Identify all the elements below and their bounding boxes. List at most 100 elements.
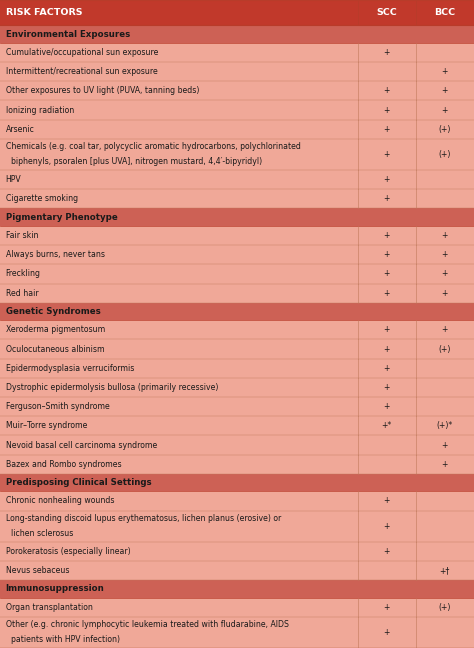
- Text: +: +: [383, 231, 390, 240]
- Text: +: +: [442, 325, 448, 334]
- Bar: [0, 561, 474, 580]
- Text: Ferguson–Smith syndrome: Ferguson–Smith syndrome: [6, 402, 109, 411]
- Text: Ionizing radiation: Ionizing radiation: [6, 106, 74, 115]
- Bar: [0, 43, 474, 62]
- Text: +: +: [383, 364, 390, 373]
- Text: +: +: [442, 231, 448, 240]
- Bar: [0, 511, 474, 542]
- Bar: [0, 358, 474, 378]
- Bar: [0, 226, 474, 245]
- Text: Other exposures to UV light (PUVA, tanning beds): Other exposures to UV light (PUVA, tanni…: [6, 86, 199, 95]
- Text: +: +: [442, 441, 448, 450]
- Text: Genetic Syndromes: Genetic Syndromes: [6, 307, 100, 316]
- Text: Nevus sebaceus: Nevus sebaceus: [6, 566, 69, 575]
- Bar: [0, 62, 474, 81]
- Text: +: +: [383, 325, 390, 334]
- Text: +*: +*: [382, 421, 392, 430]
- Text: BCC: BCC: [434, 8, 456, 17]
- Text: Organ transplantation: Organ transplantation: [6, 603, 92, 612]
- Text: patients with HPV infection): patients with HPV infection): [11, 636, 120, 644]
- Bar: [0, 320, 474, 340]
- Text: +†: +†: [440, 566, 450, 575]
- Text: +: +: [383, 288, 390, 297]
- Bar: [0, 170, 474, 189]
- Text: +: +: [442, 250, 448, 259]
- Text: (+)*: (+)*: [437, 421, 453, 430]
- Bar: [0, 139, 474, 170]
- Text: (+): (+): [438, 345, 451, 354]
- Text: +: +: [383, 106, 390, 115]
- Text: +: +: [383, 603, 390, 612]
- Text: +: +: [442, 459, 448, 469]
- Text: Chemicals (e.g. coal tar, polycyclic aromatic hydrocarbons, polychlorinated: Chemicals (e.g. coal tar, polycyclic aro…: [6, 143, 301, 152]
- Text: Fair skin: Fair skin: [6, 231, 38, 240]
- Bar: [0, 416, 474, 435]
- Bar: [0, 25, 474, 43]
- Text: lichen sclerosus: lichen sclerosus: [11, 529, 74, 538]
- Text: +: +: [383, 628, 390, 637]
- Text: Cumulative/occupational sun exposure: Cumulative/occupational sun exposure: [6, 48, 158, 57]
- Text: +: +: [383, 175, 390, 184]
- Text: Chronic nonhealing wounds: Chronic nonhealing wounds: [6, 496, 114, 505]
- Text: Porokeratosis (especially linear): Porokeratosis (especially linear): [6, 547, 130, 556]
- Bar: [0, 189, 474, 209]
- Text: Red hair: Red hair: [6, 288, 38, 297]
- Text: +: +: [383, 86, 390, 95]
- Bar: [0, 245, 474, 264]
- Text: Environmental Exposures: Environmental Exposures: [6, 30, 130, 39]
- Text: +: +: [383, 125, 390, 133]
- Text: RISK FACTORS: RISK FACTORS: [6, 8, 82, 17]
- Text: Always burns, never tans: Always burns, never tans: [6, 250, 105, 259]
- Bar: [0, 303, 474, 320]
- Text: Predisposing Clinical Settings: Predisposing Clinical Settings: [6, 478, 151, 487]
- Text: (+): (+): [438, 150, 451, 159]
- Bar: [0, 120, 474, 139]
- Text: Epidermodysplasia verruciformis: Epidermodysplasia verruciformis: [6, 364, 134, 373]
- Bar: [0, 0, 474, 25]
- Bar: [0, 81, 474, 100]
- Bar: [0, 340, 474, 358]
- Bar: [0, 378, 474, 397]
- Bar: [0, 455, 474, 474]
- Text: +: +: [383, 383, 390, 392]
- Bar: [0, 264, 474, 284]
- Text: +: +: [442, 106, 448, 115]
- Text: +: +: [383, 194, 390, 203]
- Bar: [0, 617, 474, 648]
- Text: Intermittent/recreational sun exposure: Intermittent/recreational sun exposure: [6, 67, 157, 76]
- Text: (+): (+): [438, 603, 451, 612]
- Text: +: +: [442, 270, 448, 279]
- Text: Nevoid basal cell carcinoma syndrome: Nevoid basal cell carcinoma syndrome: [6, 441, 157, 450]
- Text: +: +: [442, 67, 448, 76]
- Bar: [0, 491, 474, 511]
- Text: Bazex and Rombo syndromes: Bazex and Rombo syndromes: [6, 459, 121, 469]
- Text: (+): (+): [438, 125, 451, 133]
- Text: +: +: [383, 402, 390, 411]
- Text: biphenyls, psoralen [plus UVA], nitrogen mustard, 4,4′-bipyridyl): biphenyls, psoralen [plus UVA], nitrogen…: [11, 157, 263, 167]
- Text: Other (e.g. chronic lymphocytic leukemia treated with fludarabine, AIDS: Other (e.g. chronic lymphocytic leukemia…: [6, 620, 289, 629]
- Bar: [0, 100, 474, 120]
- Bar: [0, 542, 474, 561]
- Bar: [0, 597, 474, 617]
- Text: Freckling: Freckling: [6, 270, 41, 279]
- Text: +: +: [383, 547, 390, 556]
- Text: +: +: [442, 86, 448, 95]
- Bar: [0, 209, 474, 226]
- Text: +: +: [442, 288, 448, 297]
- Text: +: +: [383, 522, 390, 531]
- Bar: [0, 474, 474, 491]
- Text: Arsenic: Arsenic: [6, 125, 35, 133]
- Text: Muir–Torre syndrome: Muir–Torre syndrome: [6, 421, 87, 430]
- Text: +: +: [383, 496, 390, 505]
- Text: +: +: [383, 250, 390, 259]
- Text: HPV: HPV: [6, 175, 21, 184]
- Bar: [0, 435, 474, 455]
- Text: Long-standing discoid lupus erythematosus, lichen planus (erosive) or: Long-standing discoid lupus erythematosu…: [6, 514, 281, 523]
- Text: SCC: SCC: [376, 8, 397, 17]
- Text: +: +: [383, 345, 390, 354]
- Bar: [0, 284, 474, 303]
- Text: Xeroderma pigmentosum: Xeroderma pigmentosum: [6, 325, 105, 334]
- Text: Cigarette smoking: Cigarette smoking: [6, 194, 78, 203]
- Bar: [0, 580, 474, 597]
- Text: Immunosuppression: Immunosuppression: [6, 584, 104, 594]
